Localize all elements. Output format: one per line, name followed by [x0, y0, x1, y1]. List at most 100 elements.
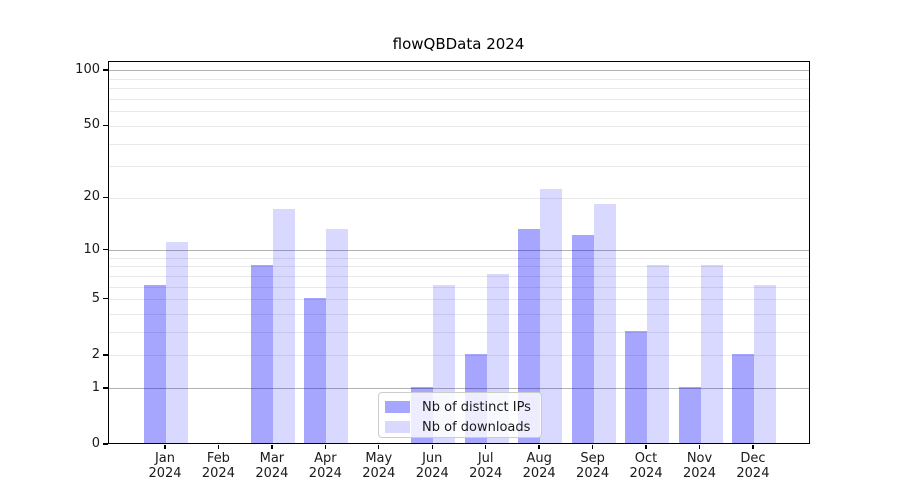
bar-downloads-dec: [753, 285, 776, 443]
x-tick-year: 2024: [255, 466, 289, 481]
gridline-minor: [108, 314, 809, 316]
x-tick-label: Feb 2024: [186, 451, 250, 481]
x-tick-mark: [217, 444, 220, 449]
gridline-minor: [108, 78, 809, 80]
x-tick-mark: [271, 444, 273, 449]
legend-swatch-distinct-ips: [385, 401, 410, 413]
legend-swatch-downloads: [385, 421, 410, 433]
x-tick-label: Dec 2024: [721, 451, 785, 481]
bar-downloads-aug: [540, 188, 563, 443]
x-tick-label: May 2024: [347, 451, 411, 481]
y-tick-mark: [103, 354, 108, 356]
bar-downloads-mar: [272, 208, 295, 443]
y-tick-mark: [103, 443, 108, 445]
x-tick-mark: [591, 444, 594, 449]
bar-distinct-ips-dec: [731, 353, 754, 443]
gridline-minor: [108, 125, 809, 127]
x-tick-year: 2024: [469, 466, 503, 481]
x-tick-year: 2024: [148, 466, 182, 481]
x-tick-mark: [324, 444, 327, 449]
x-tick-year: 2024: [576, 466, 610, 481]
bar-distinct-ips-nov: [678, 386, 701, 443]
gridline-minor: [108, 299, 809, 301]
x-tick-month: Jul: [477, 451, 494, 466]
legend-item-downloads: Nb of downloads: [385, 418, 533, 436]
legend-label-downloads: Nb of downloads: [422, 419, 531, 435]
legend: Nb of distinct IPs Nb of downloads: [378, 392, 542, 438]
bar-downloads-nov: [700, 264, 723, 443]
bar-distinct-ips-sep: [571, 235, 594, 443]
x-tick-year: 2024: [522, 466, 556, 481]
gridline-major: [108, 70, 809, 72]
x-tick-month: Feb: [206, 451, 230, 466]
gridline-minor: [108, 166, 809, 168]
x-tick-year: 2024: [682, 466, 717, 481]
x-tick-year: 2024: [201, 466, 235, 481]
y-tick-label: 10: [83, 241, 100, 257]
x-tick-month: Jun: [422, 451, 443, 466]
x-tick-month: Nov: [686, 451, 713, 466]
x-tick-label: Mar 2024: [240, 451, 304, 481]
bar-downloads-apr: [326, 229, 349, 443]
gridline-minor: [108, 355, 809, 357]
x-tick-month: Sep: [580, 451, 605, 466]
bar-distinct-ips-jan: [144, 285, 166, 443]
x-tick-month: Jan: [154, 451, 176, 466]
x-tick-month: Mar: [259, 451, 285, 466]
gridline-minor: [108, 88, 809, 90]
gridline-minor: [108, 99, 809, 101]
y-tick-label: 5: [91, 290, 100, 306]
gridline-major: [108, 250, 809, 252]
x-tick-mark: [698, 444, 701, 449]
gridline-minor: [108, 286, 809, 288]
x-tick-year: 2024: [308, 466, 342, 481]
x-tick-mark: [485, 444, 487, 449]
x-tick-year: 2024: [736, 466, 770, 481]
legend-item-distinct-ips: Nb of distinct IPs: [385, 398, 533, 416]
gridline-minor: [108, 275, 809, 277]
x-tick-mark: [431, 444, 433, 449]
y-tick-mark: [103, 196, 108, 198]
y-tick-label: 2: [91, 346, 100, 362]
y-tick-mark: [103, 248, 108, 251]
gridline-minor: [108, 257, 809, 259]
y-tick-mark: [103, 124, 108, 127]
x-tick-month: Aug: [526, 451, 552, 466]
x-tick-mark: [752, 444, 754, 449]
bar-downloads-sep: [593, 204, 616, 443]
x-tick-month: Apr: [314, 451, 337, 466]
bar-distinct-ips-apr: [304, 297, 327, 443]
x-tick-mark: [378, 444, 380, 449]
y-tick-mark: [103, 298, 108, 300]
bar-distinct-ips-oct: [625, 330, 648, 443]
x-tick-year: 2024: [415, 466, 449, 481]
y-tick-label: 50: [83, 117, 100, 133]
x-tick-month: Oct: [634, 451, 658, 466]
gridline-minor: [108, 143, 809, 145]
x-tick-month: May: [365, 451, 393, 466]
y-tick-label: 100: [75, 61, 100, 77]
legend-label-distinct-ips: Nb of distinct IPs: [422, 399, 531, 415]
y-tick-mark: [103, 387, 108, 389]
x-tick-label: Nov 2024: [668, 451, 732, 481]
gridline-minor: [108, 266, 809, 268]
gridline-minor: [108, 332, 809, 334]
x-tick-year: 2024: [629, 466, 663, 481]
x-tick-year: 2024: [362, 466, 396, 481]
x-tick-label: Jul 2024: [454, 451, 518, 481]
gridline-major: [108, 388, 809, 390]
y-tick-mark: [103, 69, 108, 71]
y-tick-label: 1: [91, 379, 100, 395]
x-tick-label: Oct 2024: [614, 451, 678, 481]
bar-distinct-ips-aug: [518, 229, 541, 443]
x-tick-mark: [645, 444, 647, 449]
x-tick-mark: [538, 444, 540, 449]
bar-distinct-ips-mar: [250, 264, 273, 443]
x-tick-label: Aug 2024: [507, 451, 571, 481]
x-tick-label: Sep 2024: [561, 451, 625, 481]
y-tick-label: 0: [91, 436, 100, 451]
x-tick-label: Jan 2024: [133, 451, 197, 481]
gridline-minor: [108, 111, 809, 113]
x-tick-label: Jun 2024: [400, 451, 464, 481]
